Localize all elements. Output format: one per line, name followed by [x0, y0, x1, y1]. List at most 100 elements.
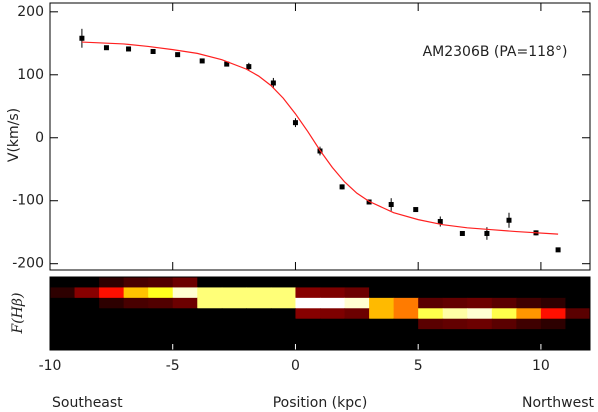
- heatmap-cell: [369, 308, 395, 320]
- heatmap-cell: [418, 329, 444, 341]
- heatmap-cell: [74, 287, 100, 299]
- heatmap-cell: [270, 287, 296, 299]
- heatmap-cell: [565, 329, 591, 341]
- heatmap-cell: [344, 297, 370, 309]
- heatmap-cell: [221, 277, 247, 288]
- heatmap-cell: [418, 318, 444, 330]
- heatmap-cell: [516, 339, 542, 351]
- model-line: [81, 41, 559, 235]
- heatmap-cell: [197, 287, 223, 299]
- heatmap-y-label: F(Hβ): [10, 293, 26, 335]
- heatmap-cell: [516, 308, 542, 320]
- heatmap-cell: [197, 339, 223, 351]
- heatmap-cell: [270, 297, 296, 309]
- heatmap-cell: [565, 297, 591, 309]
- heatmap-cell: [418, 277, 444, 288]
- annotation: AM2306B (PA=118°): [423, 44, 568, 60]
- heatmap-cell: [148, 277, 174, 288]
- heatmap-cell: [50, 287, 76, 299]
- data-point: [103, 45, 109, 51]
- data-point: [506, 217, 512, 223]
- heatmap-cell: [99, 308, 125, 320]
- heatmap-cell: [344, 339, 370, 351]
- heatmap-cell: [148, 318, 174, 330]
- data-point: [246, 64, 252, 70]
- heatmap-cell: [295, 329, 321, 341]
- heatmap-cell: [221, 287, 247, 299]
- heatmap-cell: [442, 277, 468, 288]
- heatmap-cell: [516, 287, 542, 299]
- heatmap-cell: [565, 339, 591, 351]
- heatmap-cell: [148, 329, 174, 341]
- heatmap-cell: [295, 277, 321, 288]
- heatmap-cell: [442, 287, 468, 299]
- data-point: [484, 230, 490, 236]
- y-tick-label: 200: [17, 4, 44, 20]
- heatmap-cell: [320, 287, 346, 299]
- heatmap-cell: [369, 339, 395, 351]
- data-point: [150, 48, 156, 54]
- heatmap-cell: [74, 318, 100, 330]
- heatmap-cell: [197, 297, 223, 309]
- heatmap-cell: [491, 287, 517, 299]
- heatmap-cell: [393, 339, 419, 351]
- heatmap-cell: [123, 277, 149, 288]
- data-point: [413, 207, 419, 213]
- heatmap-cell: [74, 329, 100, 341]
- heatmap-cell: [442, 318, 468, 330]
- x-tick-label: 5: [414, 358, 423, 374]
- heatmap-cell: [491, 339, 517, 351]
- heatmap-cell: [516, 318, 542, 330]
- heatmap-cell: [540, 297, 566, 309]
- heatmap-cell: [74, 308, 100, 320]
- heatmap-cell: [221, 308, 247, 320]
- heatmap-cell: [344, 277, 370, 288]
- heatmap-cell: [565, 308, 591, 320]
- heatmap-cell: [540, 329, 566, 341]
- y-axis-label: V(km/s): [6, 108, 22, 162]
- heatmap-cell: [197, 277, 223, 288]
- heatmap-cell: [197, 329, 223, 341]
- y-tick-label: -200: [12, 256, 44, 272]
- heatmap-cell: [172, 287, 198, 299]
- heatmap-cell: [172, 297, 198, 309]
- heatmap-cell: [50, 318, 76, 330]
- heatmap-cell: [320, 277, 346, 288]
- heatmap-cell: [270, 339, 296, 351]
- y-tick-label: 100: [17, 67, 44, 83]
- heatmap-cell: [172, 339, 198, 351]
- heatmap-cell: [295, 339, 321, 351]
- heatmap-cell: [246, 339, 272, 351]
- heatmap-cell: [99, 339, 125, 351]
- heatmap-cell: [221, 339, 247, 351]
- heatmap-cell: [99, 297, 125, 309]
- heatmap-cell: [418, 287, 444, 299]
- heatmap-cell: [50, 329, 76, 341]
- heatmap-cell: [50, 297, 76, 309]
- heatmap-cell: [270, 329, 296, 341]
- left-label: Southeast: [52, 395, 123, 411]
- x-axis-label: Position (kpc): [273, 395, 368, 411]
- heatmap-cell: [565, 318, 591, 330]
- x-tick-label: -10: [39, 358, 62, 374]
- heatmap-cell: [491, 277, 517, 288]
- frame: [49, 2, 591, 271]
- data-point: [270, 80, 276, 86]
- heatmap-cell: [221, 318, 247, 330]
- heatmap-cell: [516, 329, 542, 341]
- data-point: [199, 58, 205, 64]
- heatmap-cell: [516, 277, 542, 288]
- heatmap-cell: [50, 339, 76, 351]
- heatmap-cell: [344, 287, 370, 299]
- heatmap-cell: [467, 339, 493, 351]
- y-tick-label: -100: [12, 193, 44, 209]
- data-point: [555, 247, 561, 253]
- heatmap-cell: [393, 318, 419, 330]
- heatmap-cell: [516, 297, 542, 309]
- heatmap-cell: [295, 287, 321, 299]
- heatmap-cell: [295, 308, 321, 320]
- heatmap-cell: [442, 308, 468, 320]
- heatmap-cell: [369, 287, 395, 299]
- heatmap-cell: [491, 308, 517, 320]
